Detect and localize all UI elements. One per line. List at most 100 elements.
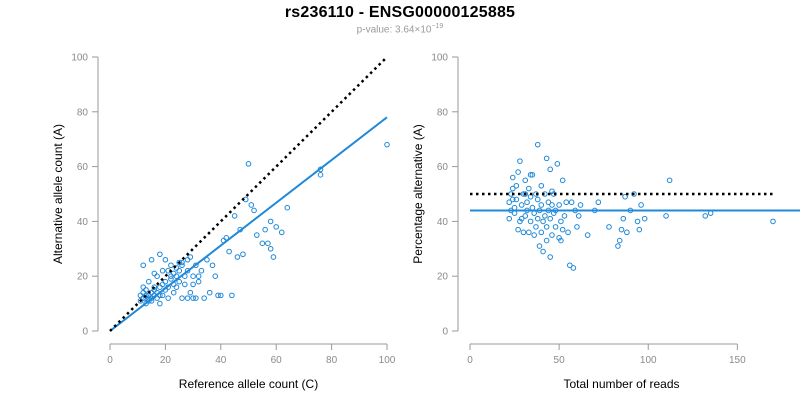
right-data-point (527, 172, 534, 178)
left-fit-line (109, 116, 388, 332)
left-data-point (226, 248, 232, 255)
left-data-point (154, 273, 160, 280)
right-data-point (666, 177, 673, 184)
left-data-point (162, 278, 169, 285)
right-data-point (534, 196, 541, 203)
left-data-point (168, 262, 174, 269)
right-x-tick-label: 100 (640, 355, 657, 366)
right-data-point (549, 202, 555, 208)
right-data-point (540, 248, 546, 255)
left-y-tick-label: 80 (77, 107, 89, 118)
right-data-point (531, 210, 537, 216)
right-data-point (506, 199, 513, 206)
right-data-point (506, 215, 513, 222)
right-x-axis-title: Total number of reads (563, 377, 679, 391)
right-data-point (618, 226, 625, 233)
left-data-point (148, 256, 155, 263)
right-data-point (529, 172, 536, 178)
left-data-point (184, 295, 191, 301)
right-x-tick-label: 150 (729, 355, 746, 366)
right-data-point (513, 196, 520, 203)
right-data-point (561, 213, 568, 219)
left-data-point (176, 278, 183, 285)
left-data-point (317, 172, 324, 178)
left-y-tick-label: 40 (77, 217, 89, 228)
right-y-tick-label: 0 (442, 327, 448, 338)
right-data-point (536, 243, 543, 249)
left-data-point (159, 281, 166, 288)
left-data-point (157, 300, 163, 307)
right-data-point (515, 226, 521, 233)
left-data-point (254, 232, 260, 238)
right-data-point (584, 232, 591, 238)
right-data-point (559, 226, 566, 233)
left-data-point (170, 270, 177, 277)
right-data-point (517, 158, 523, 164)
right-data-point (538, 182, 545, 189)
right-data-point (511, 204, 518, 211)
left-data-point (151, 284, 158, 290)
right-data-point (526, 229, 532, 236)
left-data-point (176, 259, 183, 266)
right-data-point (624, 229, 630, 236)
left-data-point (140, 289, 147, 296)
right-data-point (543, 155, 550, 162)
right-data-point (558, 218, 564, 225)
left-data-point (159, 267, 166, 274)
left-x-tick-label: 40 (215, 355, 227, 366)
right-data-point (511, 210, 518, 216)
left-data-point (270, 254, 277, 260)
right-data-point (545, 199, 552, 206)
left-data-point (157, 284, 163, 290)
right-data-point (538, 229, 545, 236)
right-data-point (547, 215, 554, 222)
right-data-point (524, 199, 530, 206)
right-data-point (702, 213, 709, 219)
right-data-point (631, 191, 637, 197)
right-data-point (522, 213, 529, 219)
left-y-axis-title: Alternative allele count (A) (51, 124, 65, 264)
left-data-point (140, 284, 147, 290)
right-data-point (517, 218, 523, 225)
left-data-point (212, 273, 219, 280)
right-data-point (547, 166, 554, 173)
right-data-point (622, 193, 628, 200)
figure-title: rs236110 - ENSG00000125885 (284, 4, 516, 21)
right-data-point (549, 232, 555, 238)
right-data-point (558, 237, 564, 244)
right-data-point (615, 243, 621, 249)
left-data-point (259, 240, 266, 247)
right-data-point (540, 218, 546, 225)
left-data-point (251, 207, 257, 214)
left-scatter-chart: 0 20 40 60 80 100 0 20 40 60 80 100 Reference allele… (51, 53, 396, 392)
right-data-point (636, 226, 643, 233)
left-data-point (240, 251, 246, 258)
left-data-point (278, 229, 285, 236)
left-data-point (187, 254, 194, 260)
left-data-point (159, 292, 166, 299)
left-data-point (273, 224, 280, 230)
right-scatter-chart: 0 20 40 60 80 100 0 50 100 150 Total number of rea… (411, 53, 800, 391)
right-data-point (509, 185, 516, 192)
right-data-point (534, 215, 541, 222)
left-data-point (165, 295, 171, 301)
right-y-tick-label: 80 (437, 107, 449, 118)
right-data-point (565, 229, 571, 236)
right-data-point (574, 224, 580, 230)
left-data-point (137, 292, 144, 299)
left-data-point (184, 256, 191, 263)
left-data-point (173, 284, 180, 290)
right-data-point (549, 188, 555, 195)
left-data-point (206, 289, 213, 296)
left-data-point (229, 292, 235, 299)
left-data-point (184, 267, 191, 274)
right-data-point (543, 224, 550, 230)
right-data-point (547, 254, 554, 260)
left-data-point (190, 281, 196, 288)
left-data-point (245, 161, 252, 167)
left-data-point (284, 204, 291, 211)
pvalue-text: p-value: 3.64×10 (356, 24, 432, 36)
right-data-point (638, 202, 644, 208)
left-data-point (145, 278, 152, 285)
